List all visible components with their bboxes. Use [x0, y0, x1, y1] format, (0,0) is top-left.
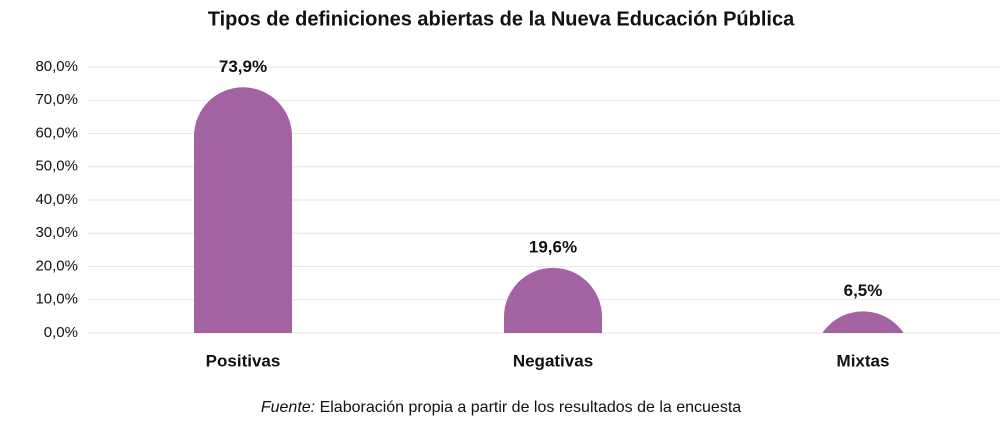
y-tick-label: 80,0%: [35, 58, 78, 75]
y-tick-label: 40,0%: [35, 191, 78, 208]
data-label: 19,6%: [529, 237, 577, 256]
x-tick-label: Negativas: [513, 351, 593, 370]
data-label: 6,5%: [844, 281, 883, 300]
x-tick-label: Mixtas: [837, 351, 890, 370]
y-tick-label: 0,0%: [44, 324, 78, 341]
bar: [822, 311, 904, 333]
chart-title: Tipos de definiciones abiertas de la Nue…: [208, 8, 795, 30]
bar: [194, 87, 292, 333]
data-label: 73,9%: [219, 57, 267, 76]
y-tick-label: 70,0%: [35, 91, 78, 108]
y-tick-label: 50,0%: [35, 158, 78, 175]
y-tick-label: 20,0%: [35, 257, 78, 274]
source-label: Fuente:: [261, 399, 315, 416]
y-tick-label: 30,0%: [35, 224, 78, 241]
x-tick-label: Positivas: [206, 351, 281, 370]
source-text: Elaboración propia a partir de los resul…: [320, 399, 742, 416]
y-tick-label: 10,0%: [35, 291, 78, 308]
y-tick-label: 60,0%: [35, 124, 78, 141]
source-note: Fuente: Elaboración propia a partir de l…: [261, 399, 741, 416]
bar: [504, 267, 602, 333]
